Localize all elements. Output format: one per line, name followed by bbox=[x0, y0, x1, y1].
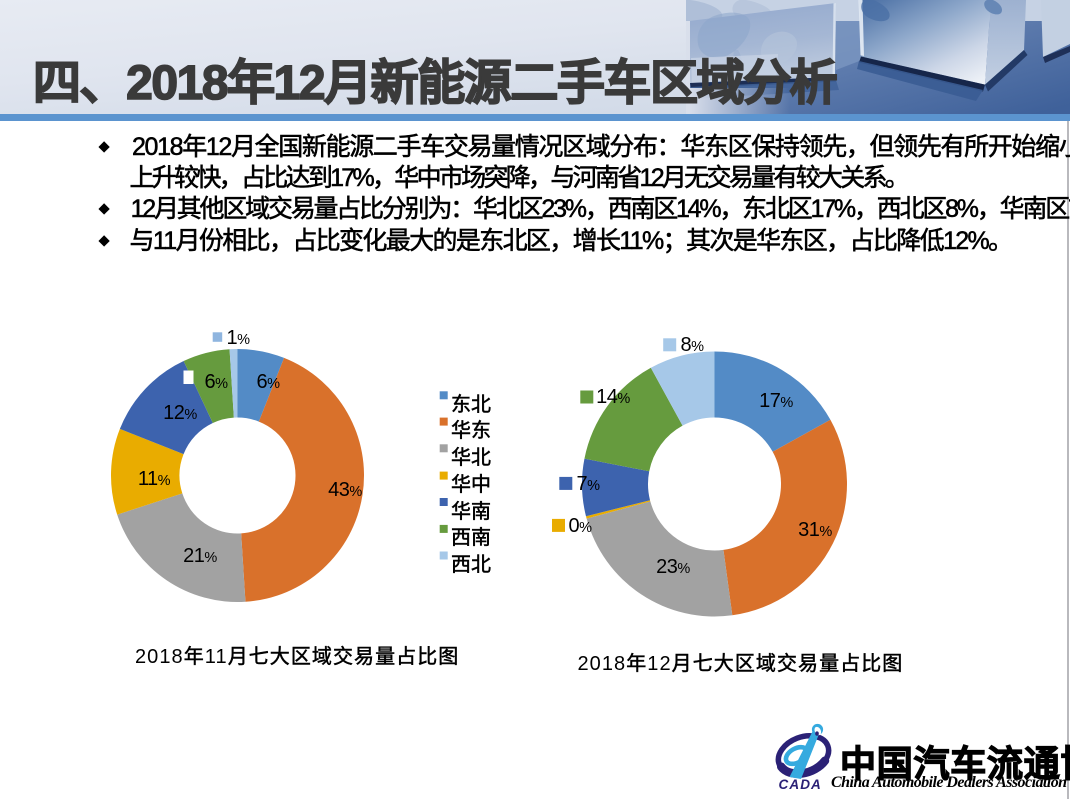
svg-text:31%: 31% bbox=[798, 519, 832, 541]
svg-text:21%: 21% bbox=[183, 545, 217, 567]
svg-text:11%: 11% bbox=[138, 468, 171, 490]
svg-text:14%: 14% bbox=[596, 386, 630, 408]
svg-text:43%: 43% bbox=[328, 479, 362, 501]
svg-text:CADA: CADA bbox=[779, 777, 822, 792]
svg-text:8%: 8% bbox=[680, 334, 704, 356]
svg-text:1%: 1% bbox=[226, 327, 250, 349]
svg-text:7%: 7% bbox=[576, 473, 600, 495]
svg-text:6%: 6% bbox=[256, 371, 280, 393]
svg-text:17%: 17% bbox=[759, 390, 793, 412]
svg-text:12%: 12% bbox=[163, 402, 197, 424]
svg-text:0%: 0% bbox=[568, 515, 592, 537]
svg-text:23%: 23% bbox=[656, 556, 690, 578]
svg-text:6%: 6% bbox=[204, 371, 228, 393]
